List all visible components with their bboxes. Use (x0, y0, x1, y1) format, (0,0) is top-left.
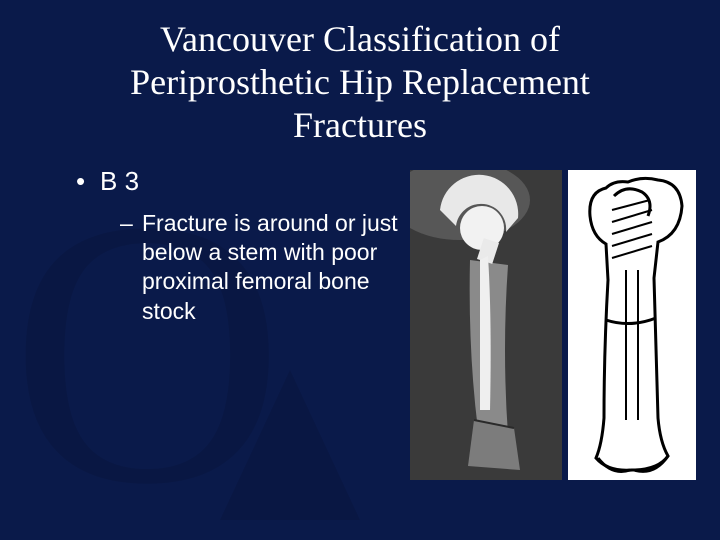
content-row: B 3 Fracture is around or just below a s… (40, 166, 680, 480)
slide-title: Vancouver Classification of Periprosthet… (70, 18, 650, 148)
image-column (410, 166, 696, 480)
bullet-b3: B 3 (76, 166, 410, 197)
text-column: B 3 Fracture is around or just below a s… (40, 166, 410, 480)
slide-container: Vancouver Classification of Periprosthet… (0, 0, 720, 540)
femur-diagram (568, 170, 696, 480)
xray-image (410, 170, 562, 480)
subbullet-description: Fracture is around or just below a stem … (120, 209, 400, 327)
